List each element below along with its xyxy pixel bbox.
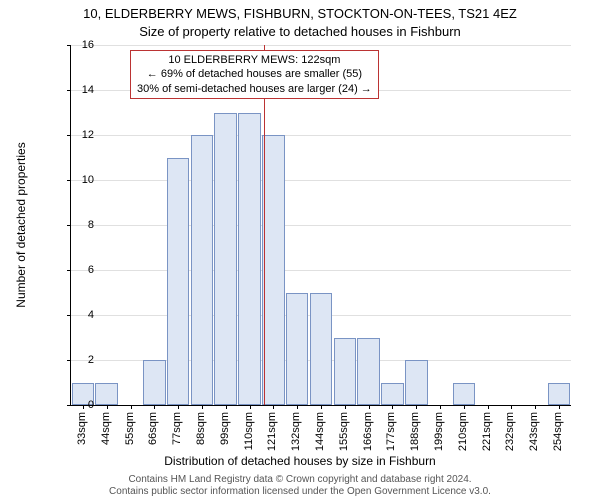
ytick-label: 0 <box>64 399 94 411</box>
xtick-mark <box>202 405 203 409</box>
ytick-label: 8 <box>64 219 94 231</box>
gridline <box>71 180 571 181</box>
gridline <box>71 270 571 271</box>
histogram-bar <box>191 135 214 405</box>
ytick-label: 14 <box>64 84 94 96</box>
xtick-mark <box>273 405 274 409</box>
histogram-chart <box>70 45 571 406</box>
xtick-mark <box>131 405 132 409</box>
xtick-mark <box>297 405 298 409</box>
gridline <box>71 45 571 46</box>
xtick-mark <box>535 405 536 409</box>
xtick-mark <box>559 405 560 409</box>
xtick-label: 243sqm <box>528 412 540 451</box>
xtick-mark <box>178 405 179 409</box>
xtick-label: 144sqm <box>314 412 326 451</box>
xtick-label: 88sqm <box>195 412 207 445</box>
histogram-bar <box>357 338 380 406</box>
histogram-bar <box>381 383 404 406</box>
xtick-label: 121sqm <box>266 412 278 451</box>
histogram-bar <box>238 113 261 406</box>
xtick-mark <box>440 405 441 409</box>
xtick-mark <box>345 405 346 409</box>
ytick-label: 6 <box>64 264 94 276</box>
histogram-bar <box>405 360 428 405</box>
xtick-mark <box>154 405 155 409</box>
xtick-mark <box>107 405 108 409</box>
y-axis-label: Number of detached properties <box>14 142 28 307</box>
subtitle: Size of property relative to detached ho… <box>0 24 600 39</box>
xtick-label: 188sqm <box>409 412 421 451</box>
xtick-label: 210sqm <box>457 412 469 451</box>
ytick-label: 4 <box>64 309 94 321</box>
xtick-mark <box>488 405 489 409</box>
copyright-line-1: Contains HM Land Registry data © Crown c… <box>0 474 600 485</box>
histogram-bar <box>167 158 190 406</box>
xtick-label: 77sqm <box>171 412 183 445</box>
xtick-label: 55sqm <box>124 412 136 445</box>
xtick-mark <box>416 405 417 409</box>
xtick-label: 232sqm <box>504 412 516 451</box>
copyright-line-2: Contains public sector information licen… <box>0 486 600 497</box>
xtick-label: 166sqm <box>362 412 374 451</box>
histogram-bar <box>453 383 476 406</box>
xtick-mark <box>392 405 393 409</box>
xtick-label: 132sqm <box>290 412 302 451</box>
xtick-mark <box>250 405 251 409</box>
histogram-bar <box>214 113 237 406</box>
property-marker-line <box>264 45 265 405</box>
histogram-bar <box>334 338 357 406</box>
xtick-label: 110sqm <box>243 412 255 450</box>
gridline <box>71 135 571 136</box>
xtick-mark <box>511 405 512 409</box>
xtick-mark <box>226 405 227 409</box>
xtick-label: 66sqm <box>147 412 159 445</box>
xtick-label: 221sqm <box>481 412 493 451</box>
histogram-bar <box>310 293 333 406</box>
histogram-bar <box>548 383 571 406</box>
histogram-bar <box>262 135 285 405</box>
ytick-label: 10 <box>64 174 94 186</box>
info-box-line: 10 ELDERBERRY MEWS: 122sqm <box>137 53 372 67</box>
xtick-label: 177sqm <box>385 412 397 451</box>
xtick-mark <box>464 405 465 409</box>
address-title: 10, ELDERBERRY MEWS, FISHBURN, STOCKTON-… <box>0 6 600 21</box>
ytick-label: 2 <box>64 354 94 366</box>
property-info-box: 10 ELDERBERRY MEWS: 122sqm← 69% of detac… <box>130 50 379 99</box>
ytick-label: 12 <box>64 129 94 141</box>
xtick-label: 155sqm <box>338 412 350 451</box>
x-axis-label: Distribution of detached houses by size … <box>0 454 600 468</box>
info-box-line: ← 69% of detached houses are smaller (55… <box>137 67 372 81</box>
xtick-label: 199sqm <box>433 412 445 451</box>
histogram-bar <box>95 383 118 406</box>
info-box-line: 30% of semi-detached houses are larger (… <box>137 82 372 96</box>
gridline <box>71 225 571 226</box>
histogram-bar <box>143 360 166 405</box>
histogram-bar <box>286 293 309 406</box>
xtick-label: 44sqm <box>100 412 112 445</box>
xtick-label: 33sqm <box>76 412 88 445</box>
ytick-label: 16 <box>64 39 94 51</box>
xtick-label: 254sqm <box>552 412 564 451</box>
xtick-mark <box>321 405 322 409</box>
xtick-mark <box>369 405 370 409</box>
xtick-label: 99sqm <box>219 412 231 445</box>
